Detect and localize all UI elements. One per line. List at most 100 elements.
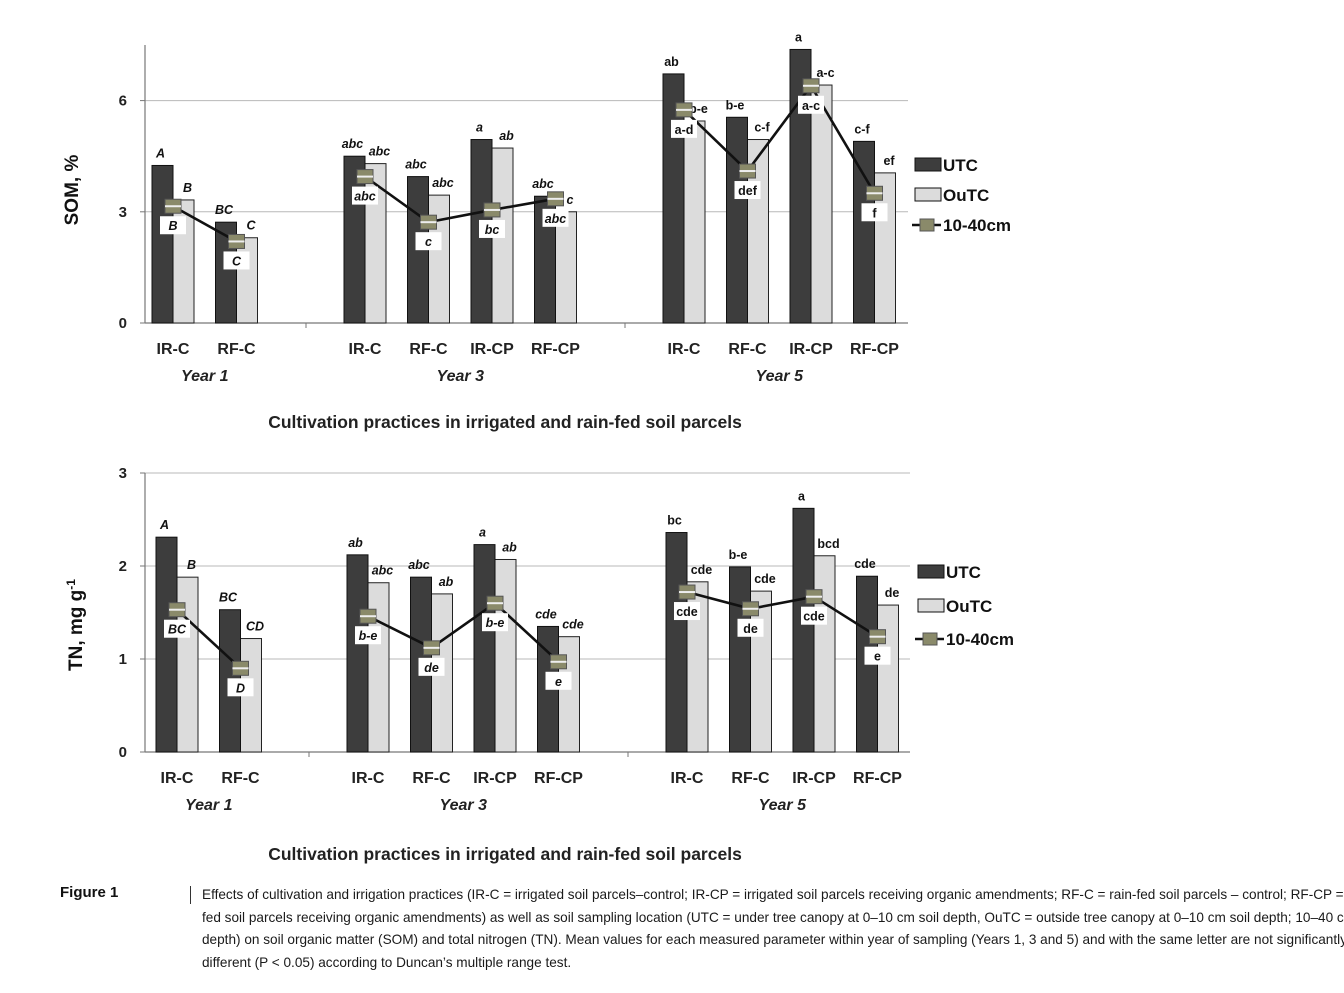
p2-depth-letter-box bbox=[418, 657, 445, 676]
p1-category-label: IR-CP bbox=[789, 341, 833, 358]
caption-divider bbox=[190, 886, 191, 904]
p1-depth-letter-box bbox=[479, 219, 505, 238]
p2-y-tick-label: 3 bbox=[119, 465, 127, 482]
p2-legend-swatch-utc bbox=[917, 564, 945, 579]
p1-utc-letter: A bbox=[155, 146, 165, 160]
p2-bar-utc bbox=[155, 536, 178, 753]
p2-utc-letter: ab bbox=[348, 536, 363, 550]
p1-outc-letter: C bbox=[246, 219, 256, 233]
p1-bar-outc bbox=[428, 194, 450, 324]
p2-depth-letter: BC bbox=[168, 623, 187, 637]
p2-depth-letter: D bbox=[236, 681, 245, 695]
p2-depth-line bbox=[686, 590, 879, 638]
p1-y-tick-label: 0 bbox=[119, 315, 127, 332]
p2-depth-letter-box bbox=[864, 646, 891, 665]
figure-canvas: 0 3 6 SOM, % Cultivation practices in irriga… bbox=[62, 30, 1014, 864]
p1-depth-line bbox=[683, 83, 876, 194]
p1-depth-letter-box bbox=[542, 208, 569, 227]
p1-depth-letter: abc bbox=[545, 212, 567, 226]
p2-bar-outc bbox=[494, 558, 517, 753]
p2-depth-letter-box bbox=[545, 671, 572, 690]
p1-bar-utc bbox=[151, 164, 174, 324]
p2-outc-letter: ab bbox=[439, 575, 454, 589]
p1-y-tick-label: 6 bbox=[119, 93, 127, 110]
p2-outc-letter: ab bbox=[502, 540, 517, 554]
p1-x-axis-title: Cultivation practices in irrigated and r… bbox=[268, 412, 742, 432]
p1-bar-outc bbox=[683, 120, 706, 324]
p2-category-label: RF-C bbox=[412, 770, 451, 787]
p2-category-label: RF-C bbox=[731, 770, 770, 787]
p1-depth-letter: def bbox=[738, 184, 758, 198]
p2-depth-line bbox=[367, 601, 560, 663]
p2-depth-letter: cde bbox=[676, 605, 698, 619]
p1-bar-utc bbox=[534, 195, 556, 324]
p1-category-label: RF-CP bbox=[531, 341, 580, 358]
p1-bar-utc bbox=[789, 48, 812, 324]
p2-depth-letter: b-e bbox=[486, 616, 505, 630]
p2-year-label: Year 5 bbox=[759, 797, 808, 814]
p1-utc-letter: ab bbox=[664, 55, 679, 69]
p2-depth-letter-box bbox=[482, 613, 508, 632]
p1-depth-letter-box bbox=[798, 95, 824, 114]
p1-bar-outc bbox=[555, 211, 577, 324]
caption-text: Effects of cultivation and irrigation pr… bbox=[202, 887, 1344, 971]
p1-bar-utc bbox=[726, 116, 748, 324]
p2-bar-utc bbox=[346, 554, 369, 753]
p1-utc-letter: abc bbox=[532, 177, 554, 191]
p2-bar-outc bbox=[813, 555, 836, 753]
p2-outc-letter: cde bbox=[691, 563, 713, 577]
p2-depth-letter-box bbox=[674, 602, 700, 621]
p1-outc-letter: a-c bbox=[816, 66, 834, 80]
p2-depth-line bbox=[176, 608, 242, 670]
p2-legend-label-utc: UTC bbox=[946, 563, 981, 582]
p1-category-label: RF-C bbox=[217, 341, 256, 358]
p2-legend-label-depth: 10-40cm bbox=[946, 630, 1014, 649]
p2-category-label: IR-CP bbox=[473, 770, 517, 787]
p1-depth-letter: C bbox=[232, 254, 242, 268]
p1-depth-letter: a-c bbox=[802, 99, 820, 113]
p2-depth-letter-box bbox=[164, 619, 190, 638]
p2-utc-letter: cde bbox=[535, 607, 557, 621]
p2-depth-letter: de bbox=[743, 622, 758, 636]
p2-utc-letter: a bbox=[479, 526, 486, 540]
p1-category-label: IR-C bbox=[668, 341, 701, 358]
p2-category-label: RF-C bbox=[221, 770, 260, 787]
p2-legend-swatch-outc bbox=[917, 598, 945, 613]
p1-legend-label-utc: UTC bbox=[943, 156, 978, 175]
p2-outc-letter: bcd bbox=[817, 537, 839, 551]
p1-depth-letter: f bbox=[872, 206, 877, 220]
p1-outc-letter: abc bbox=[369, 145, 391, 159]
p1-outc-letter: abc bbox=[432, 176, 454, 190]
p1-depth-letter-box bbox=[671, 119, 697, 138]
p2-outc-letter: cde bbox=[754, 572, 776, 586]
p2-category-label: IR-C bbox=[161, 770, 194, 787]
p1-utc-letter: abc bbox=[342, 137, 364, 151]
p2-category-label: RF-CP bbox=[853, 770, 902, 787]
p2-outc-letter: CD bbox=[246, 620, 264, 634]
p1-depth-letter-box bbox=[415, 232, 442, 251]
p2-depth-letter-box bbox=[355, 626, 381, 645]
p1-utc-letter: a bbox=[795, 30, 803, 44]
p2-bar-utc bbox=[665, 532, 688, 753]
p2-depth-letter: b-e bbox=[359, 629, 378, 643]
p2-depth-letter: de bbox=[424, 661, 439, 675]
p2-y-axis-title: TN, mg g-1 bbox=[64, 579, 87, 671]
p1-utc-letter: BC bbox=[215, 203, 234, 217]
p1-utc-letter: abc bbox=[405, 158, 427, 172]
p1-depth-line bbox=[364, 175, 556, 224]
p1-category-label: IR-CP bbox=[470, 341, 514, 358]
p2-utc-letter: BC bbox=[219, 591, 238, 605]
p2-year-label: Year 1 bbox=[185, 797, 233, 814]
p1-depth-letter: a-d bbox=[675, 123, 694, 137]
p1-category-label: RF-C bbox=[409, 341, 448, 358]
p1-utc-letter: b-e bbox=[726, 98, 745, 112]
p1-utc-letter: c-f bbox=[854, 122, 870, 136]
p1-depth-letter: c bbox=[425, 235, 432, 249]
p2-bar-outc bbox=[877, 604, 899, 753]
p1-bar-outc bbox=[810, 84, 833, 324]
p1-outc-letter: b-e bbox=[689, 102, 708, 116]
p2-depth-letter-box bbox=[227, 678, 254, 697]
p2-depth-letter-box bbox=[801, 606, 827, 625]
p1-outc-letter: c bbox=[567, 193, 574, 207]
p1-y-tick-label: 3 bbox=[119, 204, 127, 221]
